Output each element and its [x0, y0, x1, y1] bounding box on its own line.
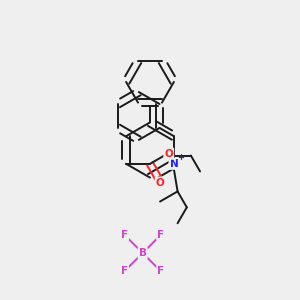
Text: F: F	[121, 266, 128, 276]
Text: O: O	[164, 149, 173, 159]
Text: +: +	[177, 153, 184, 162]
Text: B: B	[139, 248, 147, 258]
Text: F: F	[157, 230, 164, 240]
Text: F: F	[157, 266, 164, 276]
Text: N: N	[169, 159, 178, 169]
Text: O: O	[156, 178, 164, 188]
Text: F: F	[121, 230, 128, 240]
